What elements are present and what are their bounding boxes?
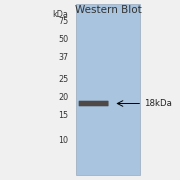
- Text: 37: 37: [58, 53, 68, 62]
- Text: 15: 15: [58, 111, 68, 120]
- Text: 25: 25: [58, 75, 68, 84]
- Text: 18kDa: 18kDa: [144, 99, 172, 108]
- Bar: [76, 4, 140, 175]
- Text: 50: 50: [58, 35, 68, 44]
- Text: kDa: kDa: [53, 10, 68, 19]
- Text: 75: 75: [58, 17, 68, 26]
- Text: 10: 10: [58, 136, 68, 145]
- Text: Western Blot: Western Blot: [75, 5, 141, 15]
- FancyBboxPatch shape: [79, 101, 109, 106]
- Text: 20: 20: [58, 93, 68, 102]
